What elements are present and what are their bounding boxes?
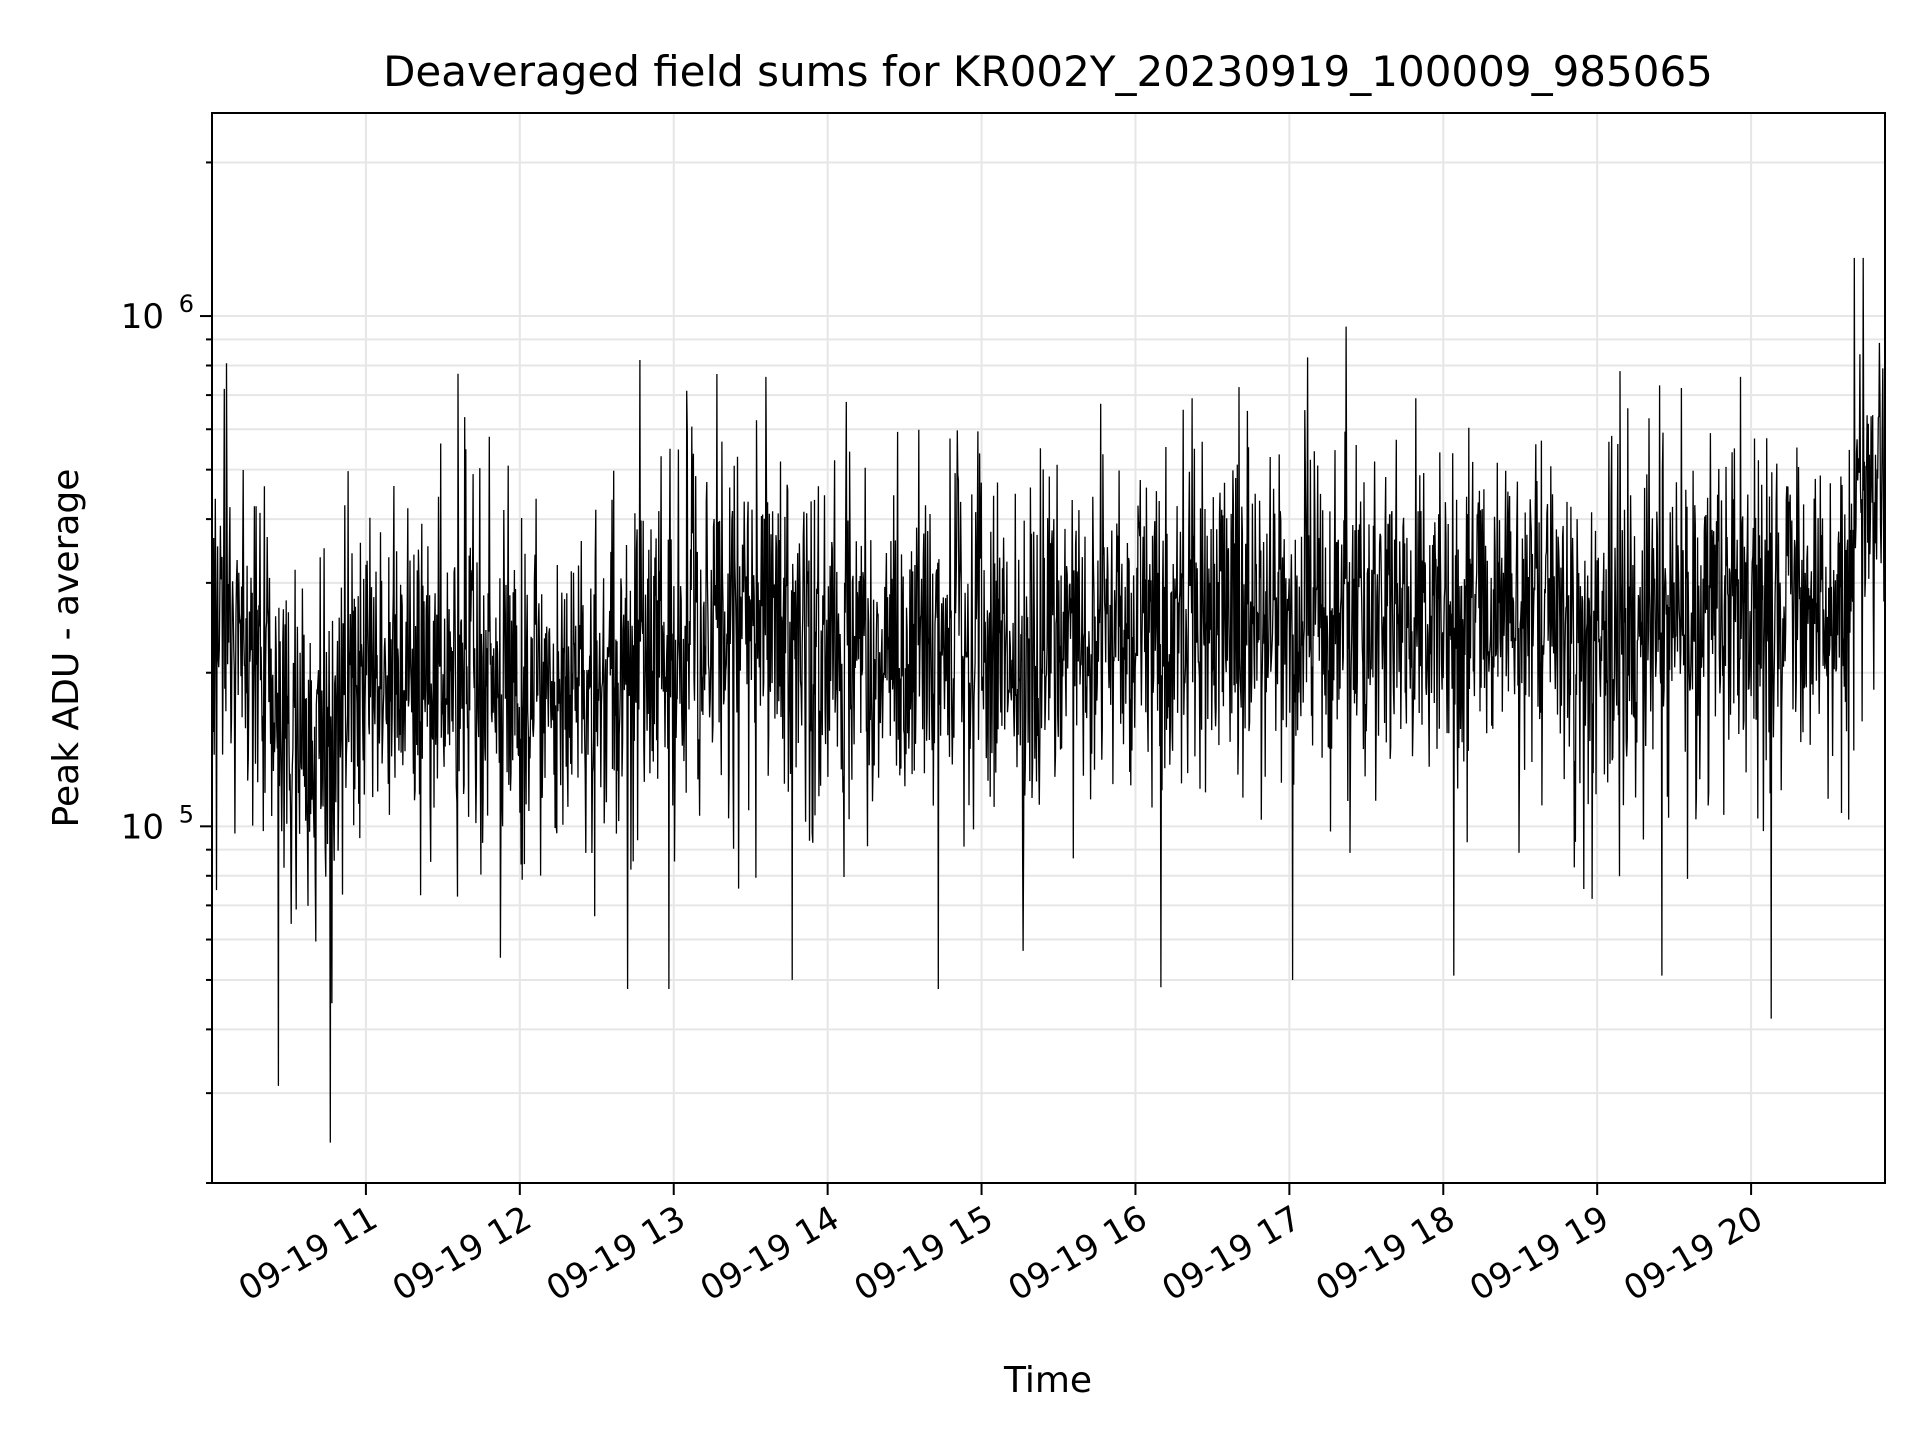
y-tick-label: 10 6 — [121, 290, 194, 337]
y-axis-label: Peak ADU - average — [46, 469, 87, 828]
series-line — [211, 257, 1886, 1143]
y-tick-label: 10 5 — [121, 800, 194, 847]
y-tick-base: 10 — [121, 297, 164, 337]
y-tick-base: 10 — [121, 807, 164, 847]
plot-frame — [211, 112, 1886, 1184]
series-deaveraged-sum — [211, 257, 1886, 1143]
y-tick-exponent: 5 — [179, 800, 194, 828]
x-axis-label: Time — [1003, 1360, 1092, 1401]
chart-title: Deaveraged field sums for KR002Y_2023091… — [383, 47, 1713, 96]
y-tick-exponent: 6 — [179, 290, 194, 318]
y-axis: 10 5 10 6 — [121, 161, 212, 1184]
